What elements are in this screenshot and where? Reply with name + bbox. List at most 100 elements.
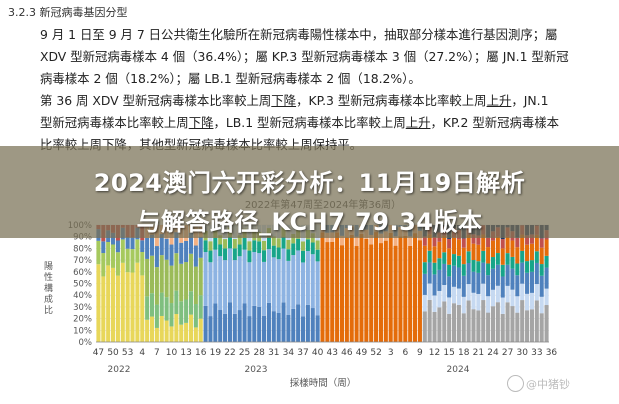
- bar-segment: [247, 241, 251, 250]
- bar-segment: [213, 304, 217, 342]
- bar-segment: [501, 298, 505, 314]
- watermark-icon: [507, 375, 524, 392]
- bar-segment: [184, 323, 188, 342]
- bar-segment: [174, 291, 178, 314]
- bar-segment: [189, 291, 193, 314]
- bar-segment: [233, 239, 237, 248]
- bar-segment: [515, 313, 519, 342]
- bar-segment: [262, 316, 266, 342]
- x-tick-label: 19: [210, 348, 222, 358]
- year-label: 2023: [245, 365, 268, 375]
- bar-segment: [96, 264, 100, 342]
- bar-segment: [335, 232, 339, 342]
- bar-segment: [194, 304, 198, 327]
- bar-segment: [150, 256, 154, 293]
- bar-segment: [447, 265, 451, 277]
- text-run: 第 36 周 XDV 型新冠病毒樣本比率較上周: [40, 93, 271, 108]
- bar-segment: [306, 239, 310, 251]
- bar-segment: [145, 238, 149, 259]
- bar-segment: [189, 315, 193, 342]
- bar-segment: [525, 245, 529, 261]
- bar-segment: [306, 251, 310, 305]
- bar-segment: [510, 306, 514, 342]
- bar-segment: [179, 264, 183, 301]
- bar-segment: [106, 265, 110, 342]
- bar-segment: [145, 259, 149, 296]
- bar-segment: [476, 245, 480, 261]
- bar-segment: [291, 255, 295, 309]
- watermark: @中猪钞: [526, 376, 570, 392]
- bar-segment: [204, 252, 208, 306]
- bar-segment: [476, 273, 480, 294]
- bar-segment: [506, 265, 510, 286]
- bar-segment: [530, 272, 534, 293]
- bar-segment: [457, 256, 461, 268]
- bar-segment: [535, 251, 539, 263]
- bar-segment: [452, 303, 456, 342]
- x-tick-label: 52: [370, 348, 381, 358]
- bar-segment: [501, 239, 505, 248]
- x-tick-label: 6: [402, 348, 408, 358]
- bar-segment: [208, 316, 212, 342]
- bar-segment: [262, 250, 266, 262]
- bar-segment: [369, 244, 373, 342]
- bar-segment: [481, 263, 485, 284]
- bar-segment: [520, 263, 524, 284]
- bar-segment: [432, 237, 436, 246]
- x-tick-label: 50: [107, 348, 119, 358]
- bar-segment: [535, 300, 539, 342]
- bar-segment: [515, 296, 519, 312]
- bar-segment: [525, 310, 529, 342]
- bar-segment: [301, 262, 305, 316]
- bar-segment: [140, 252, 144, 275]
- bar-segment: [481, 284, 485, 300]
- bar-segment: [238, 310, 242, 342]
- bar-segment: [447, 239, 451, 248]
- bar-segment: [316, 315, 320, 342]
- bar-segment: [442, 264, 446, 285]
- bar-segment: [130, 237, 134, 249]
- bar-segment: [223, 314, 227, 342]
- bar-segment: [545, 268, 549, 289]
- bar-segment: [428, 284, 432, 300]
- bar-segment: [506, 253, 510, 265]
- bar-segment: [520, 300, 524, 342]
- bar-segment: [530, 244, 534, 260]
- bar-segment: [291, 309, 295, 342]
- bar-segment: [545, 239, 549, 255]
- y-tick-label: 30%: [73, 303, 92, 313]
- bar-segment: [135, 263, 139, 342]
- bar-segment: [155, 328, 159, 342]
- bar-segment: [179, 301, 183, 324]
- bar-segment: [437, 258, 441, 270]
- bar-segment: [501, 265, 505, 277]
- bar-segment: [530, 309, 534, 342]
- bar-segment: [340, 245, 344, 342]
- bar-segment: [179, 243, 183, 264]
- bar-segment: [471, 260, 475, 272]
- bar-segment: [540, 297, 544, 313]
- bar-segment: [267, 237, 271, 249]
- x-tick-label: 25: [239, 348, 250, 358]
- bar-segment: [130, 273, 134, 342]
- bar-segment: [169, 245, 173, 266]
- bar-segment: [442, 301, 446, 342]
- x-tick-label: 28: [253, 348, 265, 358]
- bar-segment: [447, 314, 451, 342]
- bar-segment: [491, 257, 495, 269]
- bar-segment: [277, 259, 281, 313]
- bar-segment: [286, 315, 290, 342]
- bar-segment: [126, 249, 130, 272]
- bar-segment: [121, 263, 125, 342]
- bar-segment: [501, 248, 505, 264]
- bar-segment: [398, 236, 402, 342]
- bar-segment: [311, 308, 315, 342]
- x-tick-label: 15: [443, 348, 454, 358]
- bar-segment: [208, 241, 212, 250]
- bar-segment: [525, 261, 529, 273]
- x-tick-label: 46: [341, 348, 353, 358]
- y-tick-label: 40%: [73, 291, 92, 301]
- bar-segment: [140, 275, 144, 342]
- bar-segment: [257, 241, 261, 253]
- bar-segment: [471, 244, 475, 260]
